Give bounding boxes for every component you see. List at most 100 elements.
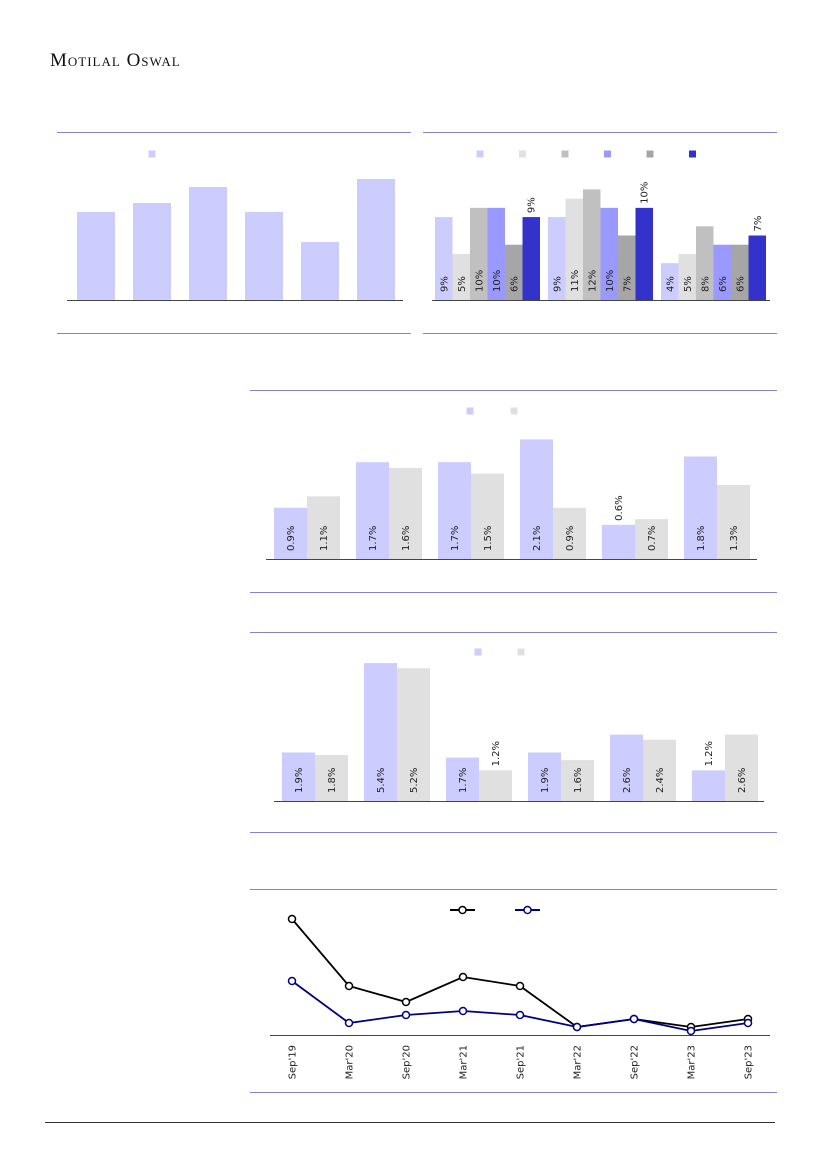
data-label: 1.9%	[540, 768, 551, 793]
bar	[522, 217, 540, 300]
data-label: 1.2%	[704, 741, 715, 766]
bar	[505, 244, 523, 300]
x-tick-label: Sep'21	[516, 1045, 527, 1079]
bar	[487, 207, 505, 300]
data-label: 6%	[718, 276, 729, 292]
legend-swatch	[646, 150, 654, 158]
point	[572, 1022, 582, 1032]
data-label: 5.4%	[376, 768, 387, 793]
data-label: 1.1%	[319, 526, 330, 551]
bar	[565, 198, 583, 300]
x-tick-label: Sep'20	[402, 1045, 413, 1079]
bar	[692, 770, 725, 801]
point	[401, 1010, 411, 1020]
bar	[133, 203, 171, 300]
bar	[389, 467, 422, 559]
data-label: 0.7%	[647, 526, 658, 551]
frames	[57, 132, 777, 1093]
x-tick-label: Sep'22	[630, 1045, 641, 1079]
data-label: 1.2%	[491, 741, 502, 766]
data-label: 10%	[640, 182, 651, 204]
point	[686, 1026, 696, 1036]
legend-swatch	[474, 648, 482, 656]
bar	[725, 734, 758, 801]
data-label: 2.6%	[622, 768, 633, 793]
data-label: 10%	[492, 270, 503, 292]
bar	[356, 462, 389, 559]
bar	[717, 484, 750, 559]
bar	[446, 757, 479, 801]
bar	[618, 235, 636, 300]
bar	[470, 207, 488, 300]
data-label: 8%	[700, 276, 711, 292]
data-label: 1.3%	[729, 526, 740, 551]
data-label: 1.8%	[327, 768, 338, 793]
point	[344, 981, 354, 991]
legend-swatch	[148, 150, 156, 158]
data-label: 6%	[509, 276, 520, 292]
x-tick-label: Mar'20	[345, 1045, 356, 1079]
bar	[602, 524, 635, 559]
data-label: 10%	[474, 270, 485, 292]
legend-swatch	[689, 150, 696, 158]
bar	[307, 496, 340, 559]
point	[515, 1010, 525, 1020]
bar	[452, 253, 470, 300]
data-label: 1.6%	[573, 768, 584, 793]
legend-swatch	[517, 648, 525, 656]
bar	[357, 179, 395, 300]
legend-swatch	[561, 150, 569, 158]
bar	[635, 207, 653, 300]
data-label: 2.6%	[737, 768, 748, 793]
point	[458, 972, 468, 982]
legend-marker	[523, 905, 532, 915]
data-label: 2.4%	[655, 768, 666, 793]
bar	[438, 462, 471, 559]
point	[743, 1018, 753, 1028]
bar	[696, 226, 714, 300]
data-label: 5.2%	[409, 768, 420, 793]
bar	[301, 242, 339, 300]
data-label: 0.6%	[614, 495, 625, 520]
bar	[553, 507, 586, 559]
bar	[548, 217, 566, 300]
bar	[600, 207, 618, 300]
point	[287, 914, 297, 924]
bar	[610, 734, 643, 801]
data-label: 9%	[439, 276, 450, 292]
x-tick-label: Sep'19	[288, 1045, 299, 1079]
bar	[315, 755, 348, 801]
data-label: 1.7%	[368, 526, 379, 551]
data-label: 1.7%	[450, 526, 461, 551]
data-label: 11%	[570, 270, 581, 292]
bar	[274, 507, 307, 559]
x-tick-label: Sep'23	[744, 1045, 755, 1079]
data-label: 7%	[753, 216, 764, 232]
point	[458, 1006, 468, 1016]
data-label: 0.9%	[286, 526, 297, 551]
point	[344, 1018, 354, 1028]
x-tick-label: Mar'23	[687, 1045, 698, 1079]
bar	[561, 760, 594, 801]
bar	[189, 187, 227, 300]
bar	[583, 189, 601, 300]
data-label: 9%	[552, 276, 563, 292]
data-label: 1.5%	[483, 526, 494, 551]
bar	[635, 519, 668, 559]
data-label: 1.8%	[696, 526, 707, 551]
data-label: 1.9%	[294, 768, 305, 793]
bar	[678, 253, 696, 300]
legend-swatch	[466, 407, 474, 415]
bar	[364, 663, 397, 801]
data-label: 0.9%	[565, 526, 576, 551]
bar	[435, 217, 453, 300]
bar	[245, 212, 283, 300]
data-label: 9%	[527, 197, 538, 213]
data-label: 7%	[622, 276, 633, 292]
legend-swatch	[476, 150, 484, 158]
bar	[643, 739, 676, 801]
point	[401, 997, 411, 1007]
point	[629, 1014, 639, 1024]
data-label: 10%	[605, 270, 616, 292]
